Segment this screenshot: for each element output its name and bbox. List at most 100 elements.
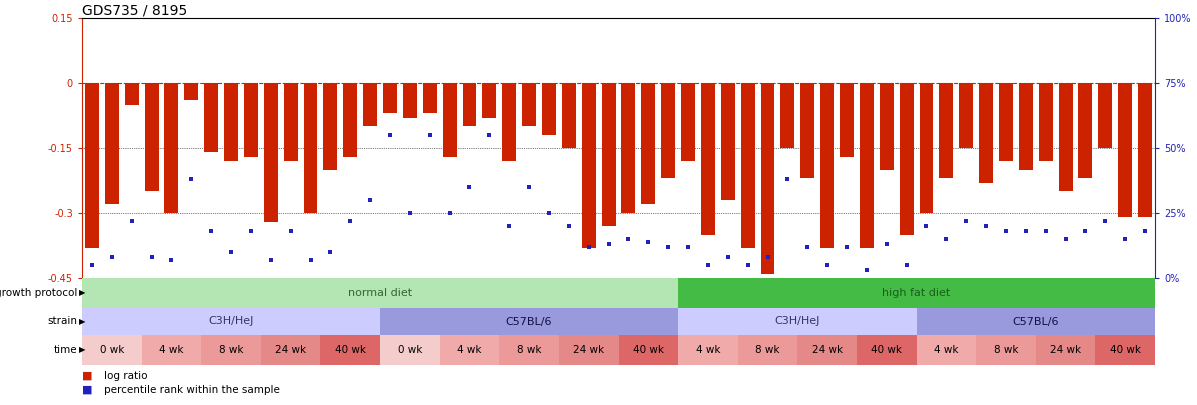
- Point: [996, 228, 1015, 234]
- Point: [679, 243, 698, 250]
- Text: 8 wk: 8 wk: [219, 345, 243, 355]
- Bar: [1019, 83, 1033, 170]
- Bar: [224, 83, 238, 161]
- Point: [122, 217, 141, 224]
- Text: C3H/HeJ: C3H/HeJ: [774, 316, 820, 326]
- Point: [519, 184, 539, 190]
- Text: ▶: ▶: [79, 317, 86, 326]
- Bar: [443, 83, 456, 157]
- Bar: [1099, 83, 1112, 148]
- Point: [221, 249, 241, 255]
- Bar: [522, 83, 536, 126]
- Text: time: time: [54, 345, 77, 355]
- Bar: [261, 335, 321, 365]
- Point: [619, 236, 638, 242]
- Bar: [1035, 335, 1095, 365]
- Bar: [679, 335, 737, 365]
- Bar: [859, 83, 874, 248]
- Text: C3H/HeJ: C3H/HeJ: [208, 316, 254, 326]
- Bar: [840, 83, 853, 157]
- Point: [360, 197, 379, 203]
- Point: [540, 210, 559, 216]
- Text: 40 wk: 40 wk: [335, 345, 366, 355]
- Text: 4 wk: 4 wk: [695, 345, 721, 355]
- Text: 8 wk: 8 wk: [755, 345, 779, 355]
- Bar: [857, 335, 917, 365]
- Point: [698, 262, 717, 268]
- Point: [718, 254, 737, 260]
- Bar: [721, 83, 735, 200]
- Bar: [363, 83, 377, 126]
- Point: [440, 210, 460, 216]
- Point: [1037, 228, 1056, 234]
- Point: [977, 223, 996, 229]
- Text: growth protocol: growth protocol: [0, 288, 77, 298]
- Text: log ratio: log ratio: [104, 371, 147, 381]
- Bar: [145, 83, 158, 191]
- Bar: [164, 83, 178, 213]
- Text: ▶: ▶: [79, 345, 86, 354]
- Text: 40 wk: 40 wk: [1110, 345, 1141, 355]
- Bar: [760, 83, 774, 274]
- Bar: [201, 335, 261, 365]
- Bar: [979, 83, 994, 183]
- Point: [281, 228, 300, 234]
- Point: [758, 254, 777, 260]
- Bar: [661, 83, 675, 178]
- Bar: [323, 83, 338, 170]
- Text: 40 wk: 40 wk: [871, 345, 903, 355]
- Bar: [344, 83, 357, 157]
- Bar: [621, 83, 636, 213]
- Bar: [917, 308, 1155, 335]
- Point: [1116, 236, 1135, 242]
- Point: [639, 239, 658, 245]
- Point: [420, 132, 439, 138]
- Bar: [304, 83, 317, 213]
- Bar: [801, 83, 814, 178]
- Point: [797, 243, 816, 250]
- Point: [1016, 228, 1035, 234]
- Text: normal diet: normal diet: [348, 288, 412, 298]
- Bar: [559, 335, 619, 365]
- Bar: [582, 83, 596, 248]
- Text: 4 wk: 4 wk: [159, 345, 183, 355]
- Bar: [900, 83, 913, 234]
- Bar: [263, 83, 278, 222]
- Bar: [105, 83, 119, 205]
- Bar: [462, 83, 476, 126]
- Text: 4 wk: 4 wk: [457, 345, 481, 355]
- Bar: [642, 83, 655, 205]
- Point: [499, 223, 518, 229]
- Bar: [381, 308, 679, 335]
- Text: ■: ■: [83, 371, 92, 381]
- Point: [162, 256, 181, 263]
- Bar: [619, 335, 679, 365]
- Bar: [1058, 83, 1073, 191]
- Bar: [602, 83, 615, 226]
- Bar: [741, 83, 754, 248]
- Bar: [737, 335, 797, 365]
- Bar: [917, 335, 977, 365]
- Bar: [83, 335, 141, 365]
- Bar: [124, 83, 139, 104]
- Point: [261, 256, 280, 263]
- Point: [818, 262, 837, 268]
- Point: [838, 243, 857, 250]
- Bar: [679, 308, 917, 335]
- Point: [1095, 217, 1114, 224]
- Text: 8 wk: 8 wk: [994, 345, 1019, 355]
- Point: [400, 210, 419, 216]
- Bar: [701, 83, 715, 234]
- Point: [102, 254, 121, 260]
- Point: [598, 241, 618, 247]
- Point: [778, 176, 797, 182]
- Point: [1056, 236, 1075, 242]
- Bar: [205, 83, 218, 152]
- Point: [142, 254, 162, 260]
- Bar: [940, 83, 953, 178]
- Point: [897, 262, 916, 268]
- Point: [341, 217, 360, 224]
- Bar: [184, 83, 199, 100]
- Point: [300, 256, 320, 263]
- Point: [1076, 228, 1095, 234]
